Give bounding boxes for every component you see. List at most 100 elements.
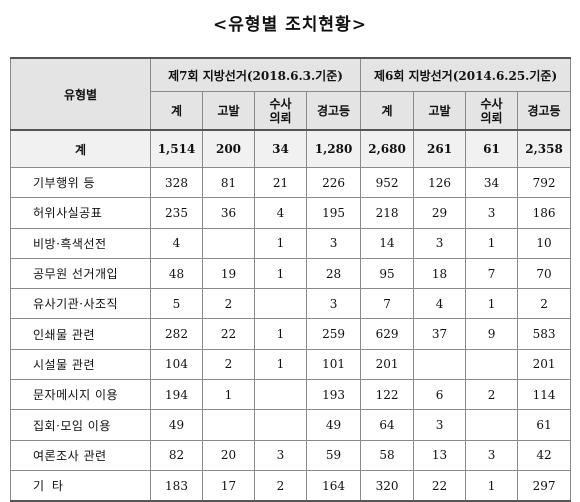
value-cell: 58: [360, 439, 415, 471]
value-cell: 1: [465, 227, 519, 259]
value-cell: [413, 348, 467, 381]
value-cell: 200: [202, 129, 255, 168]
value-cell: 3: [465, 197, 519, 229]
value-cell: 195: [305, 197, 362, 229]
subheader-7th-warning: 경고등: [305, 91, 362, 131]
table-row: 비방·흑색선전 4 1 3 14 3 1 10: [10, 227, 572, 259]
value-cell: 629: [360, 318, 415, 350]
table-row: 기부행위 등 328 81 21 226 952 126 34 792: [10, 166, 572, 199]
value-cell: 10: [517, 227, 572, 259]
value-cell: 59: [305, 439, 362, 471]
value-cell: 261: [413, 129, 467, 168]
value-cell: 2: [202, 288, 255, 320]
value-cell: 101: [305, 348, 362, 381]
value-cell: [254, 288, 307, 320]
value-cell: 2: [254, 469, 307, 502]
value-cell: 70: [517, 257, 572, 290]
table-title: <유형별 조치현황>: [213, 15, 367, 35]
value-cell: 114: [517, 379, 572, 411]
value-cell: 13: [413, 439, 467, 471]
table-row: 유사기관·사조직 5 2 3 7 4 1 2: [10, 288, 572, 320]
value-cell: 49: [305, 409, 362, 441]
category-cell: 계: [10, 129, 151, 168]
value-cell: 226: [305, 166, 362, 199]
category-cell: 공무원 선거개입: [10, 257, 151, 290]
value-cell: 1: [465, 288, 519, 320]
value-cell: 34: [465, 166, 519, 199]
value-cell: 4: [254, 197, 307, 229]
value-cell: 792: [517, 166, 572, 199]
value-cell: 18: [413, 257, 467, 290]
value-cell: 193: [305, 379, 362, 411]
value-cell: 37: [413, 318, 467, 350]
value-cell: [465, 409, 519, 441]
value-cell: 218: [360, 197, 415, 229]
value-cell: 126: [413, 166, 467, 199]
value-cell: 61: [465, 129, 519, 168]
value-cell: 282: [150, 318, 203, 350]
value-cell: 20: [202, 439, 255, 471]
value-cell: 201: [517, 348, 572, 381]
subheader-6th-warning: 경고등: [517, 91, 572, 131]
category-cell: 기부행위 등: [10, 166, 151, 199]
value-cell: 1,280: [305, 129, 362, 168]
header-election-6th: 제6회 지방선거(2014.6.25.기준): [360, 57, 572, 92]
value-cell: 183: [150, 469, 203, 502]
category-cell: 비방·흑색선전: [10, 227, 151, 259]
table-row: 기 타 183 17 2 164 320 22 1 297: [10, 469, 572, 502]
value-cell: 82: [150, 439, 203, 471]
subheader-6th-total: 계: [360, 91, 415, 131]
value-cell: 4: [150, 227, 203, 259]
value-cell: 2: [465, 379, 519, 411]
value-cell: 4: [413, 288, 467, 320]
value-cell: 952: [360, 166, 415, 199]
value-cell: 259: [305, 318, 362, 350]
value-cell: 48: [150, 257, 203, 290]
value-cell: 3: [413, 409, 467, 441]
value-cell: 164: [305, 469, 362, 502]
value-cell: 3: [305, 227, 362, 259]
value-cell: 95: [360, 257, 415, 290]
subheader-7th-total: 계: [150, 91, 203, 131]
value-cell: 1: [254, 257, 307, 290]
total-row: 계 1,514 200 34 1,280 2,680 261 61 2,358: [10, 129, 572, 168]
value-cell: 235: [150, 197, 203, 229]
table-row: 허위사실공표 235 36 4 195 218 29 3 186: [10, 197, 572, 229]
value-cell: 64: [360, 409, 415, 441]
action-status-table: 유형별 제7회 지방선거(2018.6.3.기준) 제6회 지방선거(2014.…: [10, 57, 572, 502]
value-cell: 3: [305, 288, 362, 320]
value-cell: 122: [360, 379, 415, 411]
value-cell: 2: [517, 288, 572, 320]
category-cell: 기 타: [10, 469, 151, 502]
value-cell: 328: [150, 166, 203, 199]
value-cell: 6: [413, 379, 467, 411]
table-row: 여론조사 관련 82 20 3 59 58 13 3 42: [10, 439, 572, 471]
table-row: 공무원 선거개입 48 19 1 28 95 18 7 70: [10, 257, 572, 290]
value-cell: 81: [202, 166, 255, 199]
category-cell: 허위사실공표: [10, 197, 151, 229]
value-cell: 1: [254, 348, 307, 381]
value-cell: [254, 379, 307, 411]
value-cell: 583: [517, 318, 572, 350]
category-cell: 문자메시지 이용: [10, 379, 151, 411]
value-cell: 194: [150, 379, 203, 411]
value-cell: 1: [254, 318, 307, 350]
value-cell: 2,680: [360, 129, 415, 168]
value-cell: 7: [360, 288, 415, 320]
value-cell: 320: [360, 469, 415, 502]
table-row: 인쇄물 관련 282 22 1 259 629 37 9 583: [10, 318, 572, 350]
value-cell: 42: [517, 439, 572, 471]
value-cell: 1: [202, 379, 255, 411]
subheader-7th-investigation-request: 수사 의뢰: [254, 91, 307, 131]
value-cell: 14: [360, 227, 415, 259]
category-cell: 여론조사 관련: [10, 439, 151, 471]
table-row: 문자메시지 이용 194 1 193 122 6 2 114: [10, 379, 572, 411]
value-cell: 2,358: [517, 129, 572, 168]
category-cell: 유사기관·사조직: [10, 288, 151, 320]
value-cell: 104: [150, 348, 203, 381]
value-cell: 9: [465, 318, 519, 350]
value-cell: 3: [465, 439, 519, 471]
value-cell: 34: [254, 129, 307, 168]
value-cell: [202, 227, 255, 259]
value-cell: 21: [254, 166, 307, 199]
